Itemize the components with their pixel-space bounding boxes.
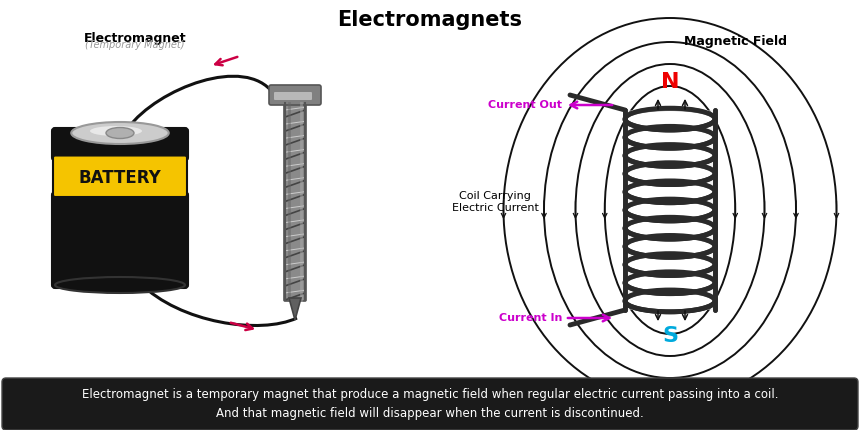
Ellipse shape [628, 200, 712, 220]
FancyBboxPatch shape [52, 128, 188, 160]
Ellipse shape [628, 127, 712, 147]
Text: Current Out: Current Out [488, 100, 562, 110]
Text: Electromagnet is a temporary magnet that produce a magnetic field when regular e: Electromagnet is a temporary magnet that… [82, 388, 778, 420]
Ellipse shape [628, 164, 712, 184]
Text: Coil Carrying
Electric Current: Coil Carrying Electric Current [452, 191, 538, 213]
Ellipse shape [628, 182, 712, 202]
Text: Electromagnets: Electromagnets [337, 10, 523, 30]
FancyBboxPatch shape [274, 92, 312, 100]
Text: S: S [662, 326, 678, 346]
Ellipse shape [106, 128, 134, 138]
Text: (Temporary Magnet): (Temporary Magnet) [85, 40, 185, 50]
Text: Magnetic Field: Magnetic Field [684, 35, 787, 48]
Ellipse shape [628, 237, 712, 256]
Ellipse shape [628, 273, 712, 292]
Ellipse shape [71, 122, 169, 144]
FancyBboxPatch shape [284, 102, 306, 301]
FancyBboxPatch shape [2, 378, 858, 430]
Ellipse shape [628, 255, 712, 274]
Polygon shape [289, 298, 301, 320]
FancyBboxPatch shape [269, 85, 321, 105]
Text: Electromagnet: Electromagnet [83, 32, 187, 45]
Ellipse shape [90, 126, 142, 136]
Text: Current In: Current In [499, 313, 562, 323]
FancyBboxPatch shape [52, 192, 188, 288]
Ellipse shape [628, 146, 712, 165]
Ellipse shape [628, 291, 712, 311]
Text: BATTERY: BATTERY [78, 169, 162, 187]
FancyBboxPatch shape [627, 110, 713, 310]
FancyBboxPatch shape [53, 156, 187, 197]
Text: N: N [660, 72, 679, 92]
Ellipse shape [628, 109, 712, 129]
Ellipse shape [55, 277, 185, 293]
Ellipse shape [628, 218, 712, 238]
